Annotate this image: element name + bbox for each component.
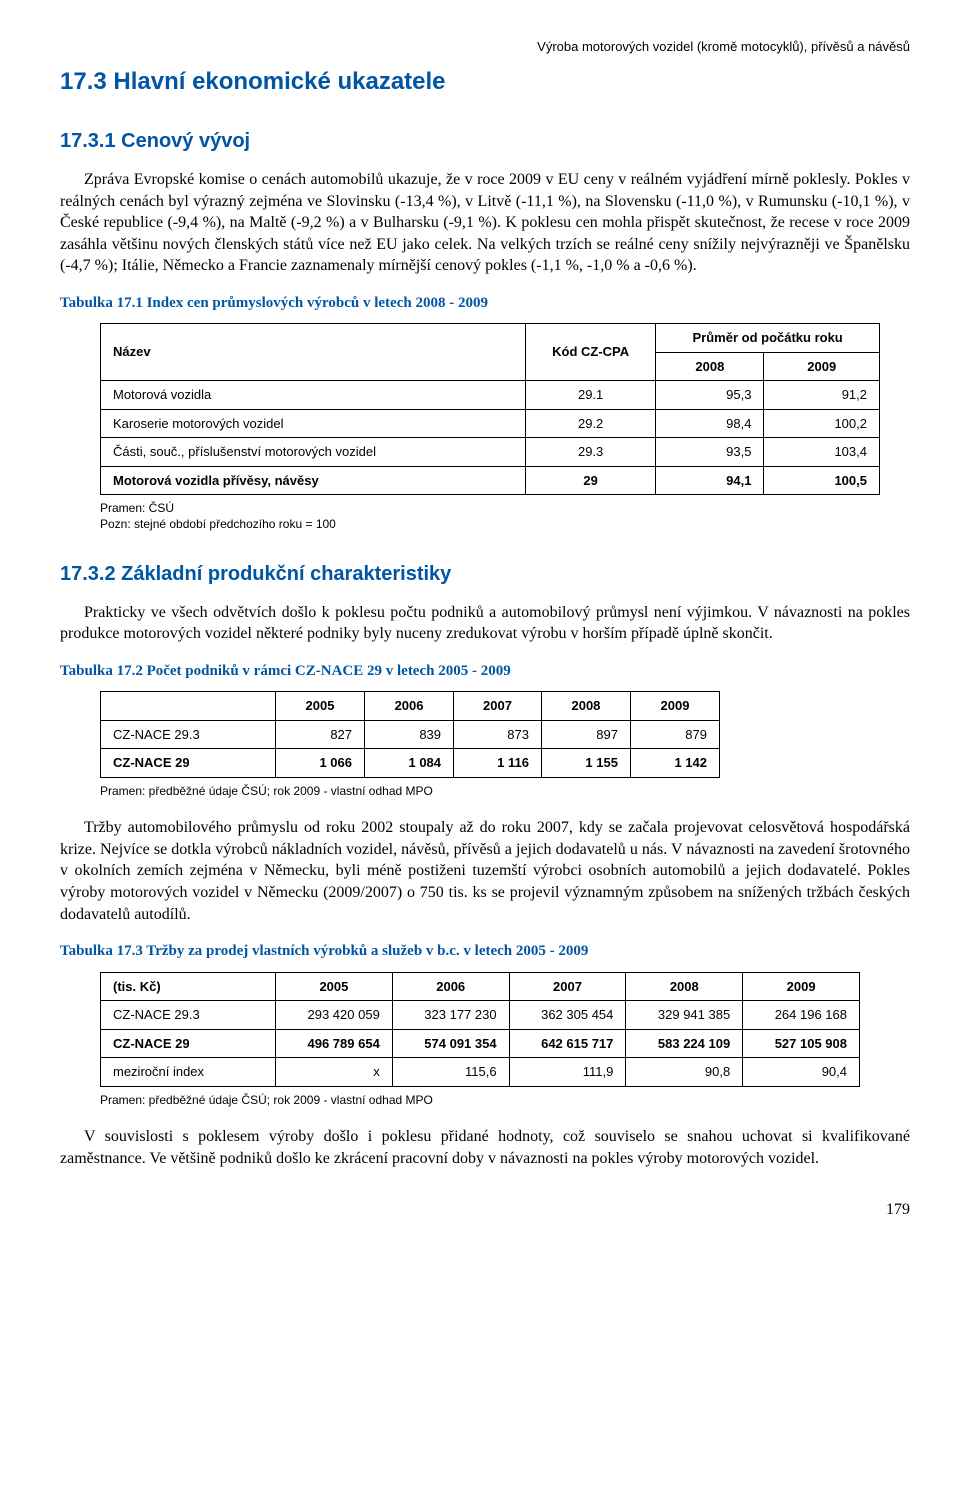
table-17-2: 2005 2006 2007 2008 2009 CZ-NACE 29.3 82…: [100, 691, 720, 778]
cell-2008: 90,8: [626, 1058, 743, 1087]
cell-2008: 95,3: [656, 381, 764, 410]
table-17-3-source: Pramen: předběžné údaje ČSÚ; rok 2009 - …: [100, 1093, 910, 1109]
paragraph-price-development: Zpráva Evropské komise o cenách automobi…: [60, 169, 910, 277]
cell-2008: 94,1: [656, 466, 764, 495]
cell-2007: 642 615 717: [509, 1029, 626, 1058]
table-total-row: Motorová vozidla přívěsy, návěsy 29 94,1…: [101, 466, 880, 495]
cell-2005: 1 066: [276, 749, 365, 778]
col-2009: 2009: [743, 972, 860, 1001]
col-code: Kód CZ-CPA: [526, 324, 656, 381]
cell-2005: x: [276, 1058, 393, 1087]
table-total-row: CZ-NACE 29 496 789 654 574 091 354 642 6…: [101, 1029, 860, 1058]
table-17-2-caption: Tabulka 17.2 Počet podniků v rámci CZ-NA…: [60, 661, 910, 681]
cell-2006: 115,6: [392, 1058, 509, 1087]
cell-code: 29.2: [526, 409, 656, 438]
col-name: Název: [101, 324, 526, 381]
cell-name: CZ-NACE 29.3: [101, 1001, 276, 1030]
subsection-heading-17-3-1: 17.3.1 Cenový vývoj: [60, 128, 910, 155]
col-2006: 2006: [392, 972, 509, 1001]
cell-name: CZ-NACE 29: [101, 749, 276, 778]
table-row: CZ-NACE 29.3 293 420 059 323 177 230 362…: [101, 1001, 860, 1030]
cell-code: 29.3: [526, 438, 656, 467]
cell-name: Motorová vozidla: [101, 381, 526, 410]
cell-2008: 98,4: [656, 409, 764, 438]
col-blank: [101, 692, 276, 721]
cell-2008: 583 224 109: [626, 1029, 743, 1058]
cell-2009: 527 105 908: [743, 1029, 860, 1058]
table-total-row: CZ-NACE 29 1 066 1 084 1 116 1 155 1 142: [101, 749, 720, 778]
cell-2006: 574 091 354: [392, 1029, 509, 1058]
cell-2008: 329 941 385: [626, 1001, 743, 1030]
cell-2007: 1 116: [454, 749, 542, 778]
col-2009: 2009: [630, 692, 719, 721]
cell-2005: 293 420 059: [276, 1001, 393, 1030]
cell-2006: 839: [365, 720, 454, 749]
paragraph-value-added: V souvislosti s poklesem výroby došlo i …: [60, 1126, 910, 1169]
cell-name: Karoserie motorových vozidel: [101, 409, 526, 438]
cell-2008: 897: [541, 720, 630, 749]
cell-2006: 1 084: [365, 749, 454, 778]
table-index-row: meziroční index x 115,6 111,9 90,8 90,4: [101, 1058, 860, 1087]
source-line-1: Pramen: ČSÚ: [100, 501, 174, 515]
table-row: Motorová vozidla 29.1 95,3 91,2: [101, 381, 880, 410]
cell-2009: 879: [630, 720, 719, 749]
table-row: Karoserie motorových vozidel 29.2 98,4 1…: [101, 409, 880, 438]
cell-name: CZ-NACE 29.3: [101, 720, 276, 749]
cell-2007: 111,9: [509, 1058, 626, 1087]
col-2005: 2005: [276, 692, 365, 721]
col-2007: 2007: [454, 692, 542, 721]
cell-2009: 1 142: [630, 749, 719, 778]
table-17-3: (tis. Kč) 2005 2006 2007 2008 2009 CZ-NA…: [100, 972, 860, 1087]
cell-2009: 264 196 168: [743, 1001, 860, 1030]
col-2009: 2009: [764, 352, 880, 381]
section-heading-17-3: 17.3 Hlavní ekonomické ukazatele: [60, 66, 910, 98]
cell-name: meziroční index: [101, 1058, 276, 1087]
cell-2009: 103,4: [764, 438, 880, 467]
page-number: 179: [60, 1199, 910, 1221]
table-row: CZ-NACE 29.3 827 839 873 897 879: [101, 720, 720, 749]
table-17-1-source: Pramen: ČSÚ Pozn: stejné období předchoz…: [100, 501, 910, 532]
col-2008: 2008: [656, 352, 764, 381]
table-row: Části, souč., příslušenství motorových v…: [101, 438, 880, 467]
table-17-1: Název Kód CZ-CPA Průměr od počátku roku …: [100, 323, 880, 495]
col-unit: (tis. Kč): [101, 972, 276, 1001]
col-2008: 2008: [541, 692, 630, 721]
table-header-row: (tis. Kč) 2005 2006 2007 2008 2009: [101, 972, 860, 1001]
cell-2006: 323 177 230: [392, 1001, 509, 1030]
table-header-row: Název Kód CZ-CPA Průměr od počátku roku: [101, 324, 880, 353]
cell-2005: 827: [276, 720, 365, 749]
cell-2009: 91,2: [764, 381, 880, 410]
paragraph-production-characteristics: Prakticky ve všech odvětvích došlo k pok…: [60, 602, 910, 645]
cell-code: 29.1: [526, 381, 656, 410]
cell-2007: 362 305 454: [509, 1001, 626, 1030]
table-header-row: 2005 2006 2007 2008 2009: [101, 692, 720, 721]
table-17-2-source: Pramen: předběžné údaje ČSÚ; rok 2009 - …: [100, 784, 910, 800]
source-line-2: Pozn: stejné období předchozího roku = 1…: [100, 517, 336, 531]
cell-name: Části, souč., příslušenství motorových v…: [101, 438, 526, 467]
cell-2009: 100,2: [764, 409, 880, 438]
col-2008: 2008: [626, 972, 743, 1001]
cell-2009: 100,5: [764, 466, 880, 495]
col-avg: Průměr od počátku roku: [656, 324, 880, 353]
cell-2009: 90,4: [743, 1058, 860, 1087]
table-17-3-caption: Tabulka 17.3 Tržby za prodej vlastních v…: [60, 941, 910, 961]
cell-2008: 1 155: [541, 749, 630, 778]
cell-2005: 496 789 654: [276, 1029, 393, 1058]
cell-name: CZ-NACE 29: [101, 1029, 276, 1058]
col-2007: 2007: [509, 972, 626, 1001]
cell-2007: 873: [454, 720, 542, 749]
table-17-1-caption: Tabulka 17.1 Index cen průmyslových výro…: [60, 293, 910, 313]
col-2005: 2005: [276, 972, 393, 1001]
paragraph-revenues: Tržby automobilového průmyslu od roku 20…: [60, 817, 910, 925]
cell-code: 29: [526, 466, 656, 495]
col-2006: 2006: [365, 692, 454, 721]
running-header: Výroba motorových vozidel (kromě motocyk…: [60, 38, 910, 56]
subsection-heading-17-3-2: 17.3.2 Základní produkční charakteristik…: [60, 561, 910, 588]
cell-name: Motorová vozidla přívěsy, návěsy: [101, 466, 526, 495]
cell-2008: 93,5: [656, 438, 764, 467]
